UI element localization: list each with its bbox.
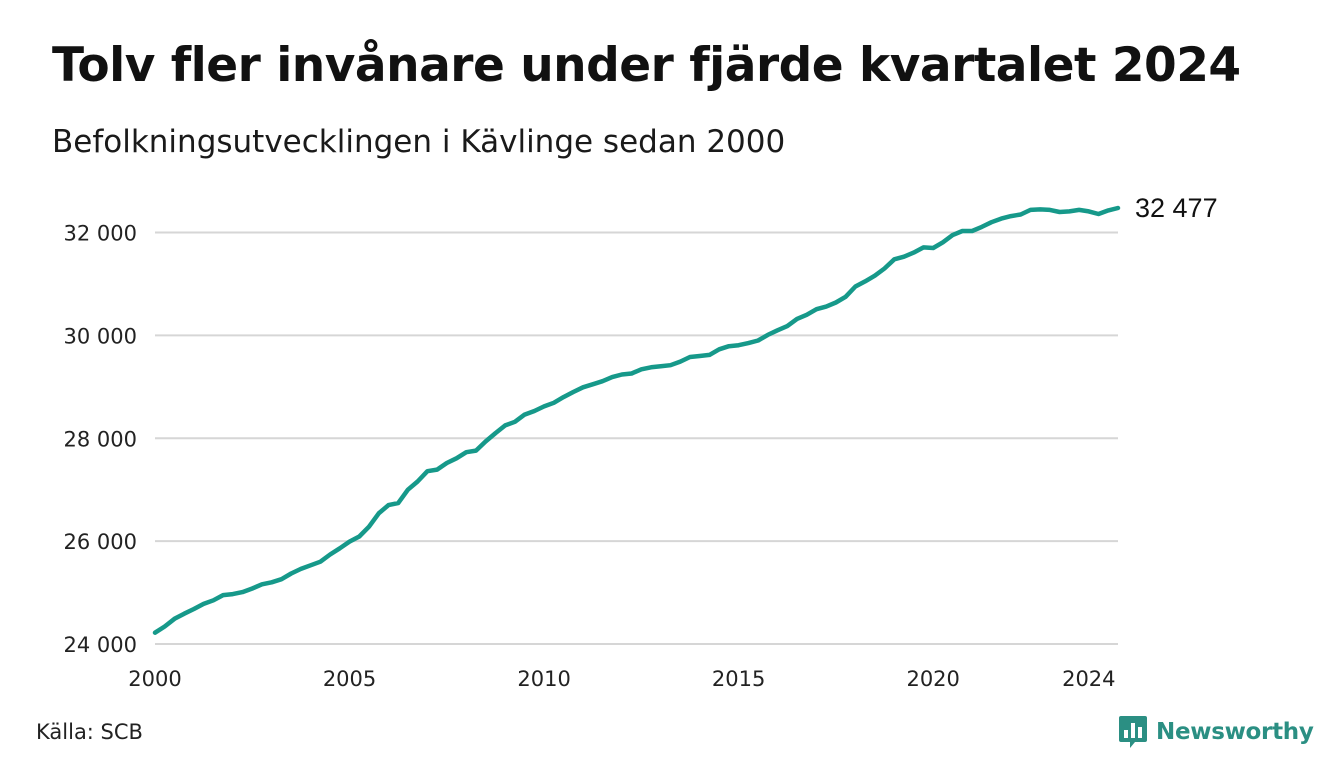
y-tick-label: 32 000 — [64, 222, 137, 246]
x-tick-label: 2020 — [906, 667, 959, 691]
bar-chart-speech-bubble-icon — [1119, 716, 1147, 748]
chart-subtitle: Befolkningsutvecklingen i Kävlinge sedan… — [52, 124, 786, 160]
x-tick-label: 2005 — [323, 667, 376, 691]
y-axis-tick-labels: 24 000 26 000 28 000 30 000 32 000 — [64, 222, 137, 657]
end-value-label-group: 32 477 — [1135, 193, 1218, 223]
y-tick-label: 26 000 — [64, 530, 137, 554]
y-tick-label: 28 000 — [64, 427, 137, 451]
series-lines — [152, 205, 1121, 635]
series-line-0 — [152, 205, 1121, 635]
x-tick-label: 2000 — [128, 667, 181, 691]
end-value-label: 32 477 — [1135, 193, 1218, 223]
brand-name: Newsworthy — [1156, 719, 1314, 745]
x-tick-label: 2015 — [712, 667, 765, 691]
brand-logo: Newsworthy — [1118, 714, 1314, 750]
chart-title: Tolv fler invånare under fjärde kvartale… — [52, 38, 1241, 93]
y-tick-label: 30 000 — [64, 324, 137, 348]
gridlines — [155, 231, 1118, 645]
y-tick-label: 24 000 — [64, 633, 137, 657]
x-tick-label: 2010 — [517, 667, 570, 691]
x-axis-tick-labels: 2000 2005 2010 2015 2020 2024 — [128, 667, 1115, 691]
source-label: Källa: SCB — [36, 720, 143, 744]
x-tick-label: 2024 — [1062, 667, 1115, 691]
